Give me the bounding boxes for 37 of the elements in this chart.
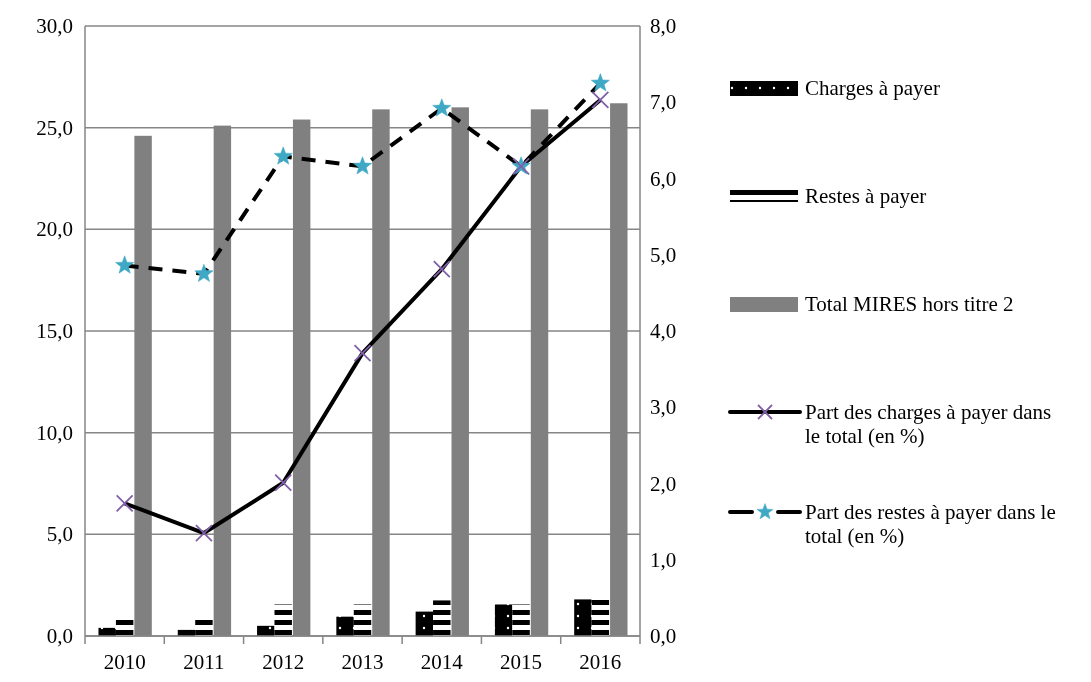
y-tick-label: 15,0 (36, 319, 73, 343)
y2-tick-label: 3,0 (650, 395, 677, 420)
legend-label: Part des charges à payer dans le total (en %) (805, 400, 1052, 448)
y2-tick-label: 1,0 (650, 547, 677, 572)
y2-tick-label: 5,0 (650, 242, 677, 267)
legend-label: Restes à payer (805, 184, 927, 208)
y-tick-label: 20,0 (36, 217, 73, 242)
legend-label: Charges à payer (805, 76, 940, 100)
x-tick-label: 2013 (341, 650, 384, 674)
y-tick-label: 10,0 (36, 420, 73, 445)
y-tick-label: 5,0 (46, 522, 73, 547)
legend-label: Total MIRES hors titre 2 (805, 292, 1014, 316)
y-tick-label: 30,0 (36, 14, 73, 38)
y2-tick-label: 2,0 (650, 471, 677, 496)
y2-tick-label: 4,0 (650, 319, 677, 343)
bar (574, 599, 592, 636)
bar (494, 604, 513, 636)
y2-tick-label: 7,0 (650, 90, 677, 115)
bar (353, 604, 372, 636)
y2-tick-label: 0,0 (650, 624, 677, 648)
bar (336, 616, 354, 636)
bar (415, 611, 434, 636)
y2-tick-label: 8,0 (650, 14, 677, 38)
y-tick-label: 25,0 (36, 115, 73, 140)
bar (512, 604, 530, 636)
x-tick-label: 2014 (420, 650, 464, 674)
x-tick-label: 2011 (183, 650, 225, 674)
bar (274, 604, 292, 636)
x-tick-label: 2015 (500, 650, 543, 674)
y2-tick-label: 6,0 (650, 166, 677, 191)
y-tick-label: 0,0 (46, 624, 73, 648)
bar (591, 598, 610, 636)
x-tick-label: 2016 (579, 650, 622, 674)
x-tick-label: 2010 (103, 650, 146, 674)
x-tick-label: 2012 (262, 650, 305, 674)
legend-label: Part des restes à payer dans le total (en %) (805, 500, 1056, 548)
bar (433, 600, 451, 636)
